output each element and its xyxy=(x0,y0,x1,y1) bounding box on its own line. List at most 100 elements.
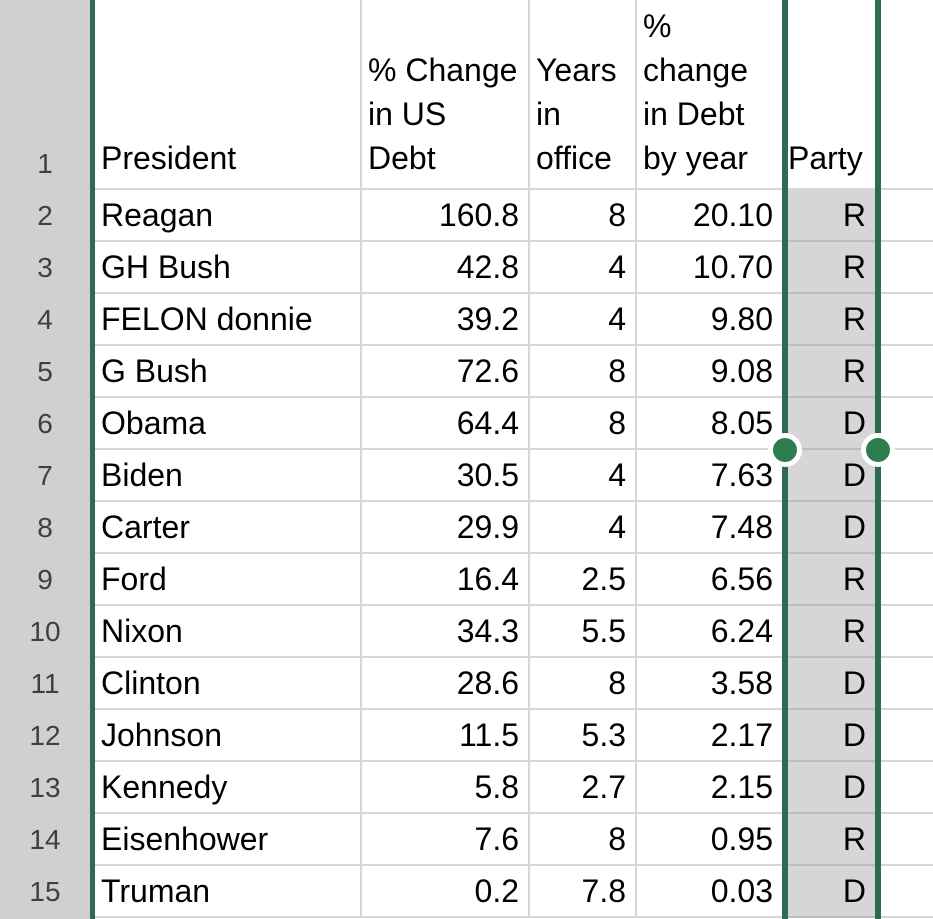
cell-b14[interactable]: 7.6 xyxy=(362,814,530,866)
cell-b5[interactable]: 72.6 xyxy=(362,346,530,398)
cell-f12[interactable] xyxy=(875,710,933,762)
cell-b13[interactable]: 5.8 xyxy=(362,762,530,814)
header-cell-empty[interactable] xyxy=(875,0,933,190)
cell-d9[interactable]: 6.56 xyxy=(637,554,782,606)
header-cell-pct-change-in-us-debt[interactable]: % Change in US Debt xyxy=(362,0,530,190)
cell-e14[interactable]: R xyxy=(782,814,875,866)
cell-a5[interactable]: G Bush xyxy=(95,346,362,398)
cell-d15[interactable]: 0.03 xyxy=(637,866,782,918)
cell-c5[interactable]: 8 xyxy=(530,346,637,398)
header-cell-president[interactable]: President xyxy=(95,0,362,190)
cell-f5[interactable] xyxy=(875,346,933,398)
cell-a7[interactable]: Biden xyxy=(95,450,362,502)
row-header-1[interactable]: 1 xyxy=(37,148,53,179)
cell-f2[interactable] xyxy=(875,190,933,242)
header-cell-pct-change-in-debt-by-year[interactable]: % change in Debt by year xyxy=(637,0,782,190)
row-header-4[interactable]: 4 xyxy=(37,304,53,335)
cell-b2[interactable]: 160.8 xyxy=(362,190,530,242)
cell-a9[interactable]: Ford xyxy=(95,554,362,606)
cell-a15[interactable]: Truman xyxy=(95,866,362,918)
row-header-12[interactable]: 12 xyxy=(29,720,61,751)
cell-c15[interactable]: 7.8 xyxy=(530,866,637,918)
cell-a13[interactable]: Kennedy xyxy=(95,762,362,814)
row-header-5[interactable]: 5 xyxy=(37,356,53,387)
cell-b11[interactable]: 28.6 xyxy=(362,658,530,710)
cell-e3[interactable]: R xyxy=(782,242,875,294)
cell-d3[interactable]: 10.70 xyxy=(637,242,782,294)
column-selection-handle-right[interactable] xyxy=(861,433,895,467)
row-header-6[interactable]: 6 xyxy=(37,408,53,439)
cell-a10[interactable]: Nixon xyxy=(95,606,362,658)
cell-e15[interactable]: D xyxy=(782,866,875,918)
cell-c3[interactable]: 4 xyxy=(530,242,637,294)
cell-b8[interactable]: 29.9 xyxy=(362,502,530,554)
cell-e8[interactable]: D xyxy=(782,502,875,554)
cell-f6[interactable] xyxy=(875,398,933,450)
column-selection-handle-left[interactable] xyxy=(768,433,802,467)
cell-b7[interactable]: 30.5 xyxy=(362,450,530,502)
cell-f11[interactable] xyxy=(875,658,933,710)
cell-b12[interactable]: 11.5 xyxy=(362,710,530,762)
cell-e2[interactable]: R xyxy=(782,190,875,242)
cell-d14[interactable]: 0.95 xyxy=(637,814,782,866)
cell-b10[interactable]: 34.3 xyxy=(362,606,530,658)
cell-c2[interactable]: 8 xyxy=(530,190,637,242)
cell-b3[interactable]: 42.8 xyxy=(362,242,530,294)
header-cell-years-in-office[interactable]: Years in office xyxy=(530,0,637,190)
row-header-11[interactable]: 11 xyxy=(30,668,60,699)
cell-e11[interactable]: D xyxy=(782,658,875,710)
cell-d7[interactable]: 7.63 xyxy=(637,450,782,502)
cell-f7[interactable] xyxy=(875,450,933,502)
cell-a3[interactable]: GH Bush xyxy=(95,242,362,294)
row-header-3[interactable]: 3 xyxy=(37,252,53,283)
cell-a12[interactable]: Johnson xyxy=(95,710,362,762)
cell-d5[interactable]: 9.08 xyxy=(637,346,782,398)
cell-c14[interactable]: 8 xyxy=(530,814,637,866)
row-header-14[interactable]: 14 xyxy=(29,824,61,855)
cell-c8[interactable]: 4 xyxy=(530,502,637,554)
cell-c12[interactable]: 5.3 xyxy=(530,710,637,762)
row-header-2[interactable]: 2 xyxy=(37,200,53,231)
cell-d8[interactable]: 7.48 xyxy=(637,502,782,554)
cell-c10[interactable]: 5.5 xyxy=(530,606,637,658)
cell-b15[interactable]: 0.2 xyxy=(362,866,530,918)
cell-d2[interactable]: 20.10 xyxy=(637,190,782,242)
cell-d11[interactable]: 3.58 xyxy=(637,658,782,710)
cell-d13[interactable]: 2.15 xyxy=(637,762,782,814)
cell-a4[interactable]: FELON donnie xyxy=(95,294,362,346)
cell-c13[interactable]: 2.7 xyxy=(530,762,637,814)
cell-a14[interactable]: Eisenhower xyxy=(95,814,362,866)
cell-f14[interactable] xyxy=(875,814,933,866)
cell-a8[interactable]: Carter xyxy=(95,502,362,554)
cell-b9[interactable]: 16.4 xyxy=(362,554,530,606)
cell-e10[interactable]: R xyxy=(782,606,875,658)
cell-c7[interactable]: 4 xyxy=(530,450,637,502)
cell-b6[interactable]: 64.4 xyxy=(362,398,530,450)
cell-c9[interactable]: 2.5 xyxy=(530,554,637,606)
row-header-13[interactable]: 13 xyxy=(29,772,61,803)
cell-d6[interactable]: 8.05 xyxy=(637,398,782,450)
row-header-10[interactable]: 10 xyxy=(29,616,61,647)
cell-a11[interactable]: Clinton xyxy=(95,658,362,710)
header-cell-party[interactable]: Party xyxy=(782,0,875,190)
cell-f8[interactable] xyxy=(875,502,933,554)
row-header-15[interactable]: 15 xyxy=(29,876,61,907)
cell-c4[interactable]: 4 xyxy=(530,294,637,346)
cell-f13[interactable] xyxy=(875,762,933,814)
row-header-8[interactable]: 8 xyxy=(37,512,53,543)
cell-c11[interactable]: 8 xyxy=(530,658,637,710)
cell-f3[interactable] xyxy=(875,242,933,294)
cell-e4[interactable]: R xyxy=(782,294,875,346)
cell-d12[interactable]: 2.17 xyxy=(637,710,782,762)
cell-f15[interactable] xyxy=(875,866,933,918)
cell-f10[interactable] xyxy=(875,606,933,658)
cell-e5[interactable]: R xyxy=(782,346,875,398)
cell-a2[interactable]: Reagan xyxy=(95,190,362,242)
cell-e13[interactable]: D xyxy=(782,762,875,814)
cell-f9[interactable] xyxy=(875,554,933,606)
cell-d4[interactable]: 9.80 xyxy=(637,294,782,346)
cell-e9[interactable]: R xyxy=(782,554,875,606)
row-header-9[interactable]: 9 xyxy=(37,564,53,595)
cell-e12[interactable]: D xyxy=(782,710,875,762)
cell-f4[interactable] xyxy=(875,294,933,346)
